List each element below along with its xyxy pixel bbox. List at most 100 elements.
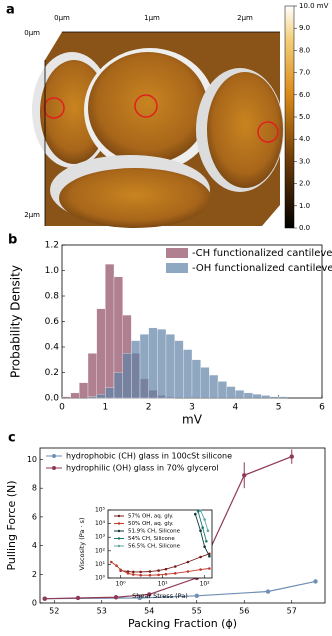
y-tick-label: 10⁰ xyxy=(95,575,106,582)
series-line xyxy=(194,513,210,557)
data-point xyxy=(208,554,211,558)
panel-label: b xyxy=(8,233,17,248)
y-tick-label: 10² xyxy=(95,547,106,554)
histogram-bar xyxy=(87,353,97,399)
histogram-bar xyxy=(105,263,115,399)
histogram-bar xyxy=(174,340,184,399)
colorbar xyxy=(284,5,295,229)
x-axis-label: 2μm xyxy=(237,14,253,22)
colorbar-tick-label: 8.0 xyxy=(299,46,310,54)
data-point xyxy=(289,454,294,459)
y-tick-label: 10¹ xyxy=(95,561,106,568)
data-point xyxy=(186,570,190,573)
x-tick-label: 10² xyxy=(200,581,211,588)
legend-label: -OH functionalized cantilevers xyxy=(192,263,332,274)
x-tick-label: 4 xyxy=(232,403,238,413)
colorbar-tick-label: 3.0 xyxy=(299,157,310,165)
data-point xyxy=(126,570,130,573)
data-point xyxy=(119,568,122,572)
histogram-bar xyxy=(157,328,167,399)
x-tick-label: 6 xyxy=(319,403,325,413)
legend-label: hydrophilic (OH) glass in 70% glycerol xyxy=(66,464,219,473)
x-tick-label: 56 xyxy=(239,607,249,616)
histogram-bar xyxy=(105,387,115,399)
histogram-bar xyxy=(252,394,262,399)
data-point xyxy=(148,573,152,577)
data-point xyxy=(137,595,142,601)
colorbar-tick-label: 10.0 mV xyxy=(299,2,329,10)
x-axis-title: Shear Stress (Pa) xyxy=(132,592,188,600)
y-tick-label: 0 xyxy=(32,599,37,608)
data-point xyxy=(173,565,177,568)
colorbar-tick-label: 9.0 xyxy=(299,24,310,32)
x-tick-label: 1 xyxy=(102,403,108,413)
data-point xyxy=(186,560,190,564)
histogram-bar xyxy=(139,334,149,399)
y-tick-label: 2 xyxy=(32,570,37,579)
data-point xyxy=(110,560,113,564)
y-tick-label: 1.2 xyxy=(45,241,59,251)
x-tick-label: 53 xyxy=(97,607,107,616)
y-tick-label: 0.4 xyxy=(45,343,60,353)
plot-frame xyxy=(107,509,213,579)
colorbar-tick-label: 2.0 xyxy=(299,180,310,188)
x-tick-label: 3 xyxy=(189,403,195,413)
data-point xyxy=(115,564,118,568)
legend-marker xyxy=(52,466,56,470)
legend-label: 56.5% CH, Silicone xyxy=(128,544,181,550)
histogram-bar xyxy=(191,359,201,399)
data-point xyxy=(199,568,202,571)
data-point xyxy=(265,589,271,594)
y-axis-title: Probability Density xyxy=(9,265,23,378)
data-point xyxy=(203,518,206,521)
data-point xyxy=(205,539,208,543)
data-point xyxy=(203,545,206,549)
y-tick-label: 10³ xyxy=(95,534,106,541)
data-point xyxy=(157,569,160,572)
y-tick-label: 8 xyxy=(32,484,37,493)
legend-swatch xyxy=(166,248,188,258)
legend-marker xyxy=(117,544,121,548)
data-point xyxy=(173,572,177,575)
data-point xyxy=(199,509,202,512)
data-point xyxy=(193,512,197,516)
data-point xyxy=(164,567,168,571)
data-point xyxy=(147,592,152,597)
y-tick-label: 0.0 xyxy=(45,394,60,404)
x-tick-label: 54 xyxy=(144,607,154,616)
histogram-bar xyxy=(122,353,132,399)
y-tick-label: 10 xyxy=(27,455,37,464)
data-point xyxy=(206,529,210,533)
y-tick-label: 10⁵ xyxy=(95,507,106,514)
data-point xyxy=(139,573,142,577)
data-point xyxy=(113,595,119,600)
histogram-bar xyxy=(165,334,175,399)
legend-label: 54% CH, Silicone xyxy=(128,536,175,542)
x-axis-label: 1μm xyxy=(144,14,160,22)
x-tick-label: 10⁰ xyxy=(116,581,127,588)
afm-image xyxy=(32,31,284,228)
data-point xyxy=(131,570,135,574)
x-tick-label: 52 xyxy=(49,607,59,616)
histogram-bar xyxy=(226,386,236,399)
histogram-bar xyxy=(70,392,80,399)
data-point xyxy=(201,526,204,529)
histogram-bar xyxy=(269,396,279,399)
data-point xyxy=(75,595,81,601)
legend-marker xyxy=(117,514,121,518)
histogram-bar xyxy=(61,396,71,399)
histogram-bar xyxy=(183,349,193,399)
legend-marker xyxy=(117,529,121,533)
data-point xyxy=(157,573,160,577)
y-axis-label: 0μm xyxy=(24,29,40,37)
colorbar-tick-label: 1.0 xyxy=(299,202,310,210)
y-tick-label: 1.0 xyxy=(45,266,60,276)
legend-label: -CH functionalized cantilevers xyxy=(192,248,332,259)
histogram-bar xyxy=(217,381,227,399)
y-tick-label: 6 xyxy=(32,512,37,521)
y-axis-title: Viscosity (Pa · s) xyxy=(78,518,86,571)
y-axis-label: 2μm xyxy=(24,211,40,219)
colorbar-tick-label: 5.0 xyxy=(299,113,310,121)
histogram-bar xyxy=(131,340,141,399)
